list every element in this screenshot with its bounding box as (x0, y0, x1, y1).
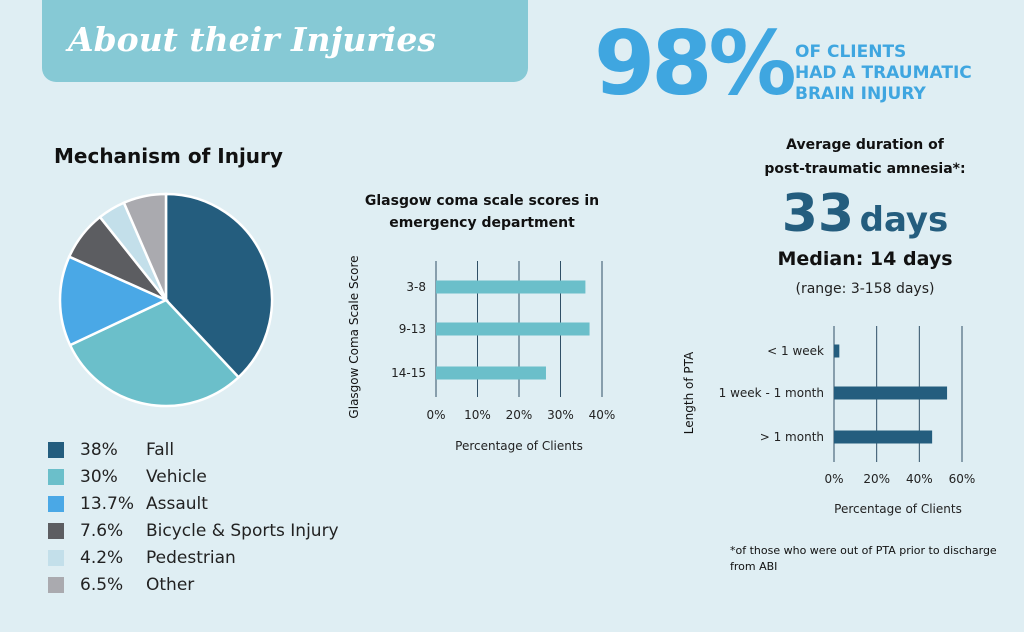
pta-heading-line-1: Average duration of (786, 137, 944, 153)
legend-item: 38% Fall (48, 438, 174, 462)
gcs-title-line-2: emergency department (389, 215, 575, 231)
pta-median: Median: 14 days (777, 248, 953, 270)
legend-item: 30% Vehicle (48, 465, 207, 489)
bar (436, 322, 590, 336)
legend-percent: 7.6% (80, 521, 124, 541)
category-label: 1 week - 1 month (719, 386, 824, 400)
pta-heading: Average duration of post-traumatic amnes… (740, 133, 990, 181)
legend-label: Other (146, 575, 195, 595)
pta-range: (range: 3-158 days) (795, 281, 935, 297)
page-title: About their Injuries (68, 20, 436, 59)
legend-label: Vehicle (146, 467, 207, 487)
pta-average: 33 days (740, 184, 990, 244)
pta-heading-line-2: post-traumatic amnesia*: (764, 161, 966, 177)
legend-item: 13.7% Assault (48, 492, 208, 516)
pie-chart-title: Mechanism of Injury (54, 144, 283, 168)
category-label: 3-8 (406, 280, 426, 294)
pta-average-number: 33 (781, 184, 855, 244)
x-tick-label: 40% (906, 472, 933, 486)
legend-percent: 4.2% (80, 548, 124, 568)
legend-percent: 6.5% (80, 575, 124, 595)
pta-bar-chart: 0% 20% 40% 60% < 1 week 1 week - 1 month > 1 m… (682, 326, 976, 516)
footnote: *of those who were out of PTA prior to d… (730, 544, 997, 573)
bar (834, 386, 948, 400)
bar (436, 366, 546, 380)
gcs-chart-title: Glasgow coma scale scores in emergency d… (360, 190, 604, 234)
legend-label: Pedestrian (146, 548, 236, 568)
pie-slice (164, 192, 274, 380)
pie-slice (122, 192, 168, 301)
legend-label: Fall (146, 440, 175, 460)
legend-label: Bicycle & Sports Injury (146, 521, 339, 541)
legend-item: 4.2% Pedestrian (48, 546, 236, 570)
stat-caption-line-2: HAD A TRAUMATIC (795, 63, 972, 83)
x-tick-label: 0% (824, 472, 843, 486)
bar (834, 430, 933, 444)
legend-label: Assault (146, 494, 208, 514)
x-tick-label: 20% (506, 408, 533, 422)
x-tick-label: 20% (863, 472, 890, 486)
legend-swatch (48, 496, 64, 512)
legend-swatch (48, 523, 64, 539)
y-axis-label: Glasgow Coma Scale Score (347, 255, 361, 418)
legend-item: 6.5% Other (48, 573, 194, 597)
category-label: 14-15 (391, 366, 426, 380)
bar (436, 280, 586, 294)
x-tick-label: 10% (464, 408, 491, 422)
legend-swatch (48, 577, 64, 593)
gcs-title-line-1: Glasgow coma scale scores in (364, 193, 600, 209)
category-label: < 1 week (767, 344, 824, 358)
legend-swatch (48, 442, 64, 458)
category-label: 9-13 (399, 322, 426, 336)
stat-caption-line-1: OF CLIENTS (795, 42, 907, 62)
bar (834, 344, 840, 358)
header-banner (42, 0, 528, 82)
legend-swatch (48, 469, 64, 485)
legend-item: 7.6% Bicycle & Sports Injury (48, 519, 339, 543)
gcs-bar-chart: 0% 10% 20% 30% 40% 3-8 9-13 14-15 Percentage of … (347, 255, 616, 453)
pie-slice (58, 255, 169, 347)
x-tick-label: 30% (547, 408, 574, 422)
legend-percent: 13.7% (80, 494, 135, 514)
x-tick-label: 40% (589, 408, 616, 422)
pie-chart (58, 192, 274, 408)
x-axis-label: Percentage of Clients (834, 502, 962, 516)
x-axis-label: Percentage of Clients (455, 439, 583, 453)
x-tick-label: 0% (426, 408, 445, 422)
legend-percent: 38% (80, 440, 118, 460)
stat-value: 98% (594, 12, 797, 115)
x-tick-label: 60% (949, 472, 976, 486)
legend-swatch (48, 550, 64, 566)
stat-caption-line-3: BRAIN INJURY (795, 84, 926, 104)
y-axis-label: Length of PTA (682, 351, 696, 434)
legend-percent: 30% (80, 467, 118, 487)
category-label: > 1 month (760, 430, 824, 444)
pta-average-unit: days (859, 200, 949, 240)
